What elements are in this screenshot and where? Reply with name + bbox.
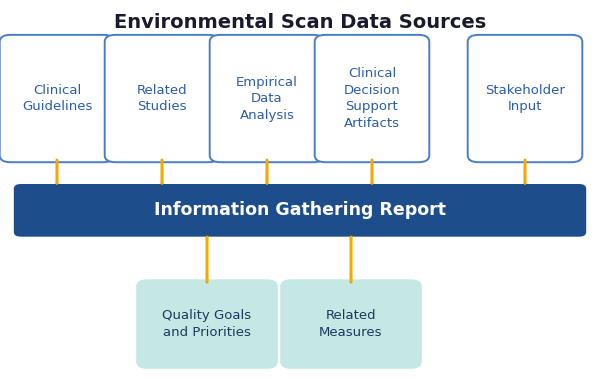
Text: Information Gathering Report: Information Gathering Report xyxy=(154,201,446,219)
Text: Stakeholder
Input: Stakeholder Input xyxy=(485,84,565,113)
Text: Related
Measures: Related Measures xyxy=(319,309,383,339)
FancyBboxPatch shape xyxy=(314,35,430,162)
Text: Environmental Scan Data Sources: Environmental Scan Data Sources xyxy=(114,13,486,32)
Text: Clinical
Decision
Support
Artifacts: Clinical Decision Support Artifacts xyxy=(344,67,400,130)
FancyBboxPatch shape xyxy=(468,35,582,162)
FancyBboxPatch shape xyxy=(210,35,325,162)
Text: Clinical
Guidelines: Clinical Guidelines xyxy=(22,84,92,113)
Text: Empirical
Data
Analysis: Empirical Data Analysis xyxy=(236,75,298,122)
FancyBboxPatch shape xyxy=(280,279,422,369)
FancyBboxPatch shape xyxy=(0,35,114,162)
FancyBboxPatch shape xyxy=(14,184,586,236)
FancyBboxPatch shape xyxy=(105,35,220,162)
Text: Quality Goals
and Priorities: Quality Goals and Priorities xyxy=(163,309,251,339)
FancyBboxPatch shape xyxy=(136,279,278,369)
Text: Related
Studies: Related Studies xyxy=(137,84,187,113)
